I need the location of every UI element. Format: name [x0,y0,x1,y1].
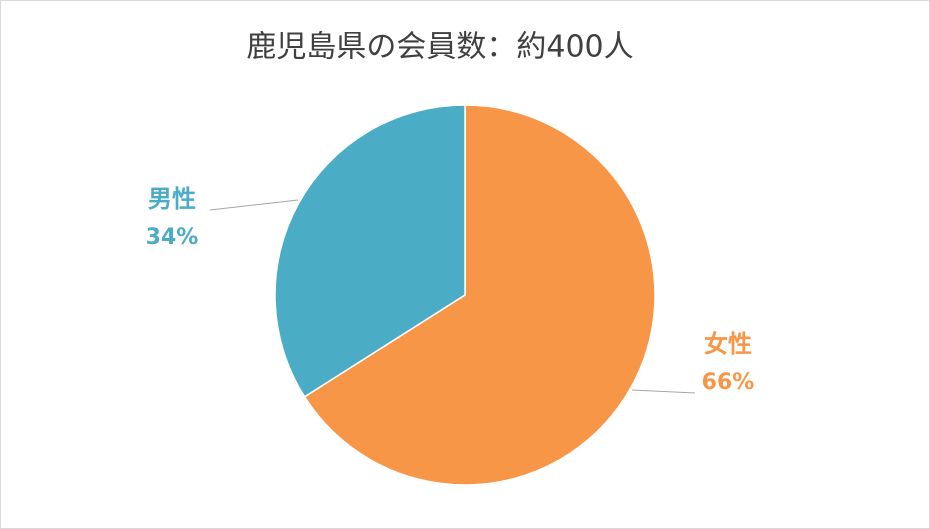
leader-line [209,199,299,211]
slice-label: 男性 [148,185,196,213]
pie-slice [274,104,466,398]
slice-label: 女性 [704,330,752,358]
slice-value-label: 66% [702,370,755,395]
slice-value-label: 34% [146,225,199,250]
pie-slice [303,104,656,486]
leader-line [631,389,696,394]
chart-title: 鹿児島県の会員数：約400人 [246,30,633,65]
